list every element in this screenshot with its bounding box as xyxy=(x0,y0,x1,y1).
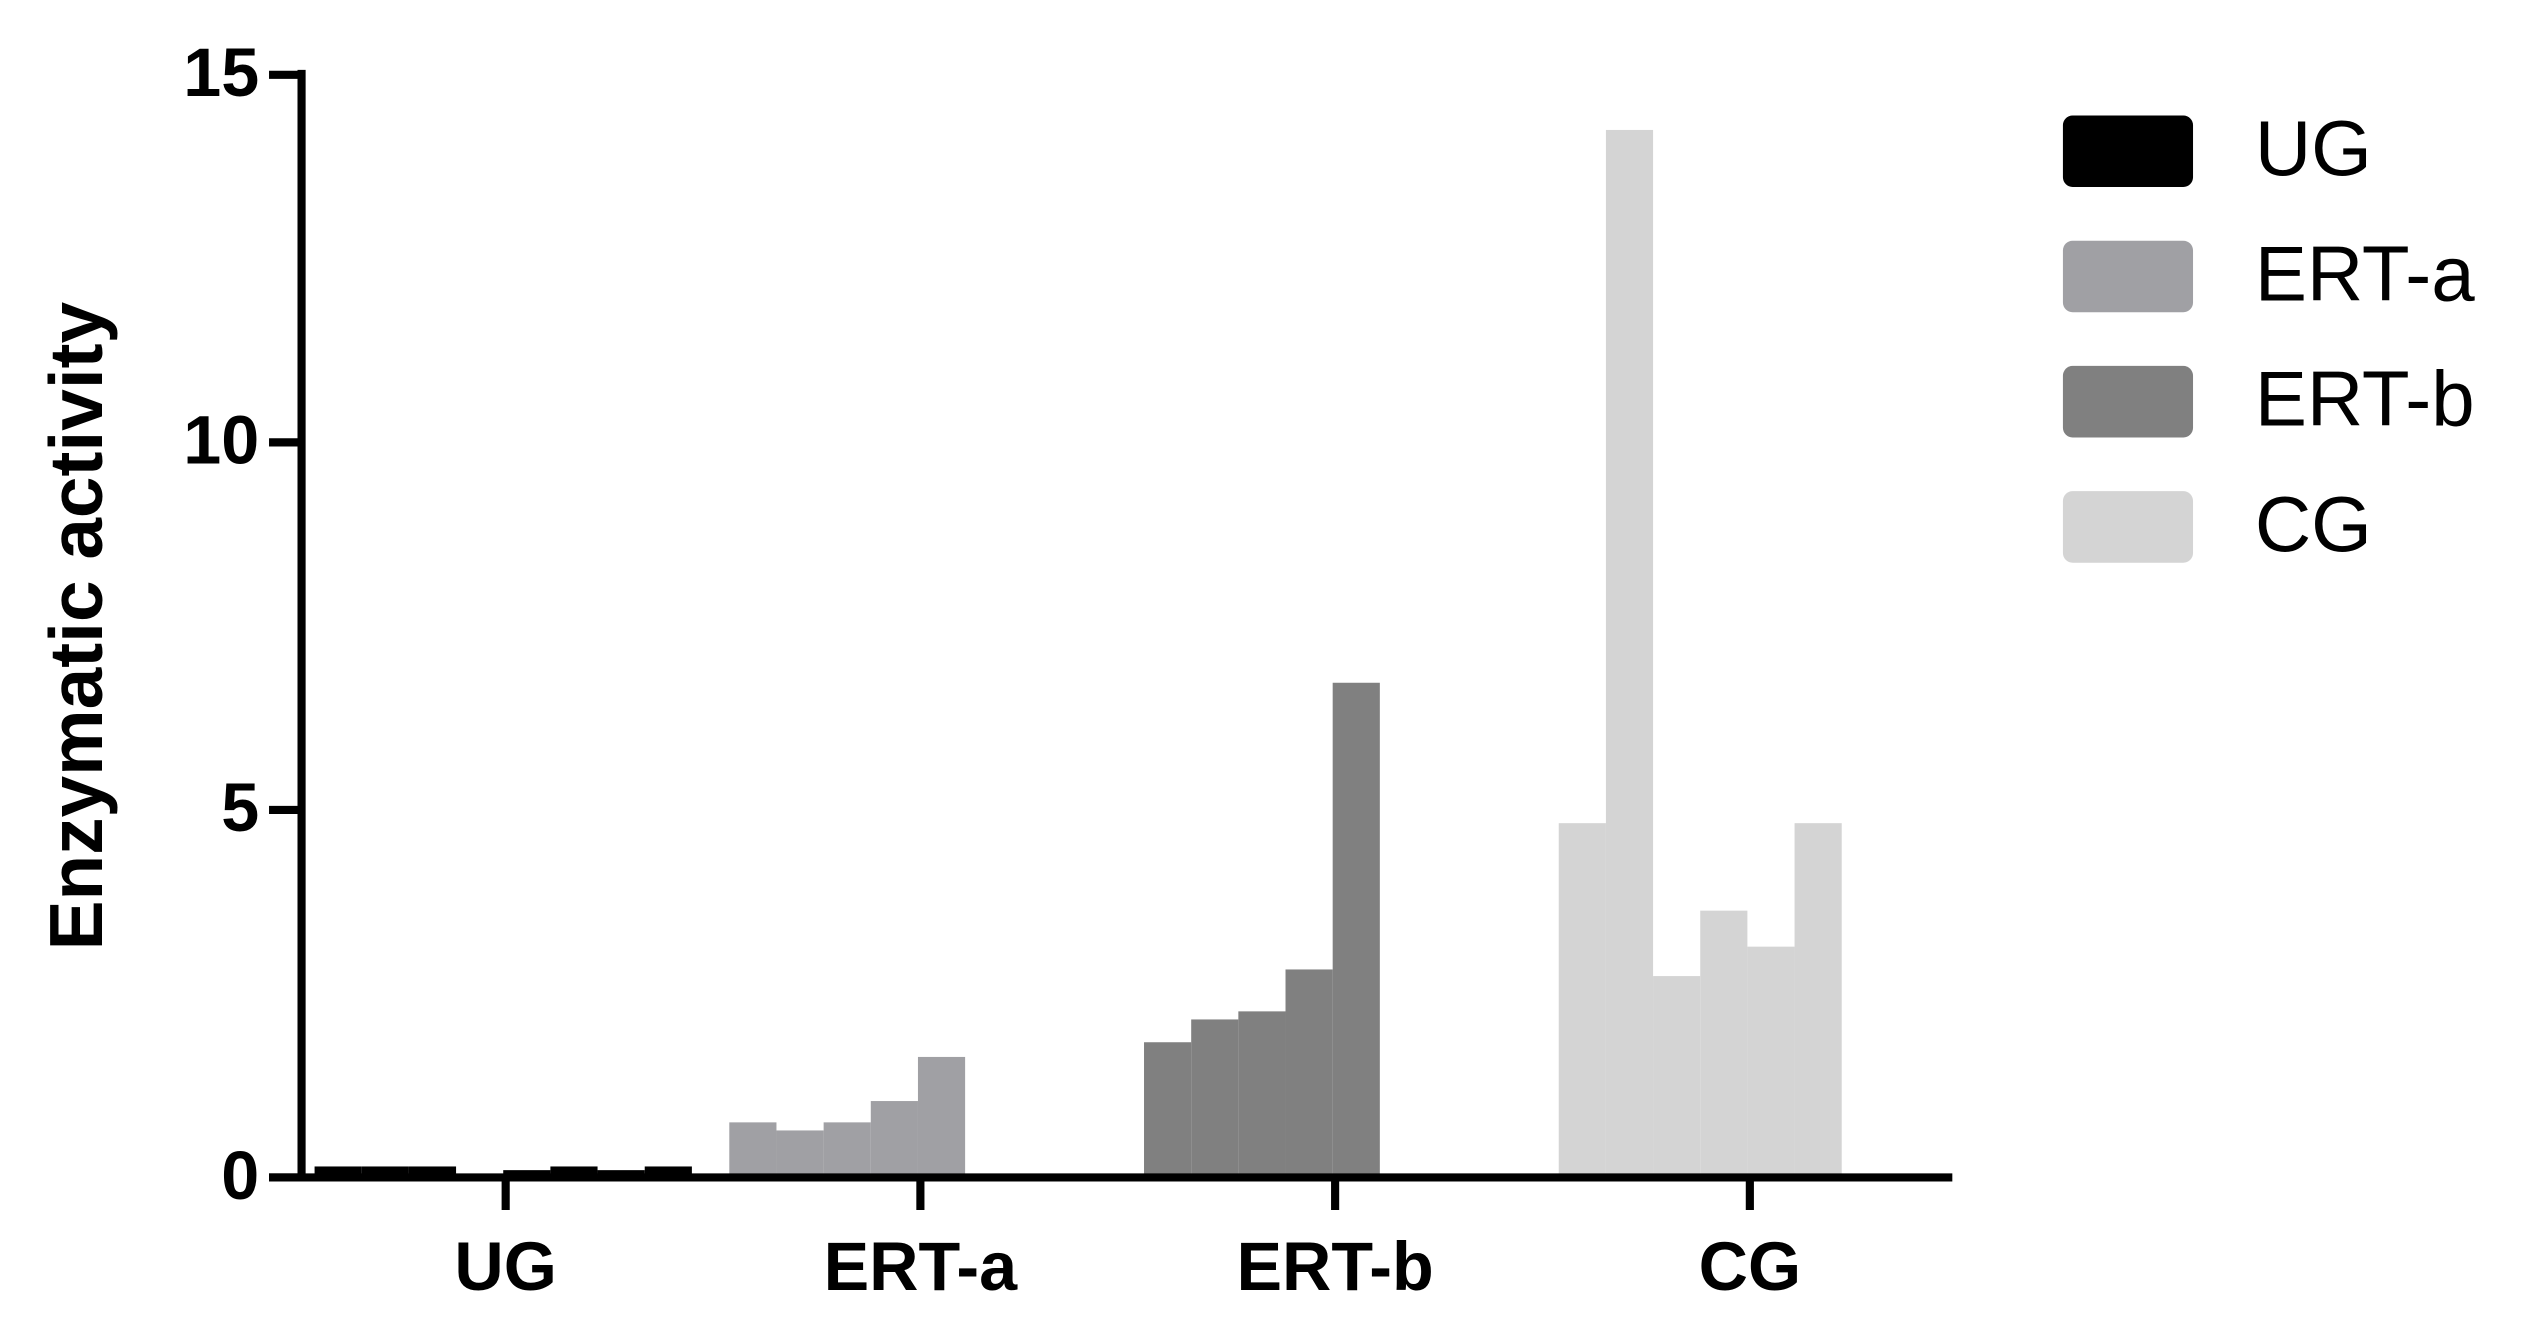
bar xyxy=(1191,1019,1239,1178)
y-axis-title: Enzymatic activity xyxy=(34,301,118,950)
bar xyxy=(1700,910,1748,1178)
x-tick-label: CG xyxy=(1699,1229,1801,1305)
bar xyxy=(1747,946,1795,1178)
legend-swatch xyxy=(2062,491,2194,563)
bar xyxy=(550,1166,598,1178)
y-tick-label: 5 xyxy=(221,770,259,846)
bar xyxy=(917,1056,966,1178)
bar xyxy=(1144,1042,1192,1178)
bar xyxy=(408,1166,457,1178)
bar xyxy=(361,1166,409,1178)
legend-label: CG xyxy=(2255,480,2372,568)
x-tick-label: ERT-a xyxy=(824,1229,1019,1305)
bar xyxy=(823,1122,871,1178)
y-tick-label: 10 xyxy=(183,403,259,479)
bar xyxy=(644,1166,692,1178)
bar xyxy=(870,1101,918,1178)
y-tick-label: 0 xyxy=(221,1138,259,1214)
bar xyxy=(729,1122,777,1178)
legend-swatch xyxy=(2062,365,2194,438)
legend-label: ERT-a xyxy=(2255,229,2475,317)
bar xyxy=(1558,823,1606,1178)
bar xyxy=(776,1130,824,1178)
x-tick-label: ERT-b xyxy=(1236,1229,1433,1305)
legend-swatch xyxy=(2062,240,2194,313)
legend-label: UG xyxy=(2255,104,2372,192)
legend-swatch xyxy=(2062,115,2194,188)
x-tick-label: UG xyxy=(454,1229,556,1305)
bar xyxy=(1285,969,1333,1178)
bar xyxy=(1332,682,1380,1178)
bar xyxy=(1794,823,1842,1178)
bar xyxy=(1238,1011,1286,1178)
y-tick-label: 15 xyxy=(183,35,259,111)
bar xyxy=(1605,129,1654,1178)
bar xyxy=(1653,976,1701,1178)
bar xyxy=(314,1166,362,1178)
legend-label: ERT-b xyxy=(2255,355,2475,443)
